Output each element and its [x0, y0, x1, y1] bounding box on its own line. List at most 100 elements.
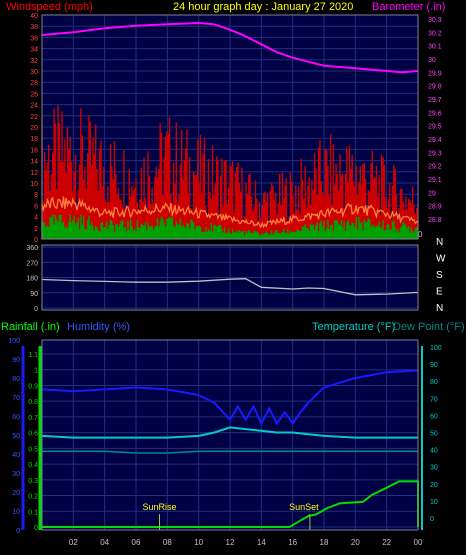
- dewpoint-axis-title: Dew Point (°F): [393, 321, 465, 333]
- windspeed-tick-label: 0: [34, 237, 38, 244]
- windspeed-tick-label: 34: [30, 47, 38, 54]
- x-tick-label-bottom: 14: [257, 538, 266, 547]
- humidity-axis-title: Humidity (%): [67, 321, 130, 333]
- x-tick-label-bottom: 08: [163, 538, 172, 547]
- barometer-tick-label: 28.8: [428, 217, 442, 224]
- grid-lines: [42, 14, 419, 530]
- direction-tick-label: 270: [26, 260, 38, 267]
- compass-label: N: [436, 237, 443, 248]
- barometer-tick-label: 29: [428, 190, 436, 197]
- barometer-tick-label: 29.1: [428, 177, 442, 184]
- windspeed-tick-label: 28: [30, 80, 38, 87]
- humidity-tick-label: 70: [12, 395, 20, 402]
- rainfall-tick-label: 0.8: [28, 399, 38, 406]
- temperature-axis-title: Temperature (°F): [312, 321, 395, 333]
- compass-label: W: [436, 254, 446, 265]
- temperature-tick-label: 80: [430, 379, 438, 386]
- x-tick-label-bottom: 10: [194, 538, 203, 547]
- humidity-series: [41, 369, 419, 426]
- windspeed-axis-title: Windspeed (mph): [6, 1, 93, 13]
- x-tick-label-bottom: 04: [100, 538, 109, 547]
- x-tick-label-bottom: 06: [132, 538, 141, 547]
- windspeed-tick-label: 6: [34, 203, 38, 210]
- windspeed-tick-label: 24: [30, 103, 38, 110]
- rainfall-tick-label: 0.5: [28, 446, 38, 453]
- barometer-series: [41, 21, 419, 74]
- windspeed-tick-label: 16: [30, 147, 38, 154]
- sunset-label: SunSet: [289, 502, 319, 512]
- x-tick-label-bottom: 02: [69, 538, 78, 547]
- barometer-tick-label: 30: [428, 57, 436, 64]
- x-tick-label-bottom: 22: [382, 538, 391, 547]
- rainfall-tick-label: 1.1: [28, 352, 38, 359]
- temperature-series: [41, 426, 418, 439]
- humidity-tick-label: 50: [12, 433, 20, 440]
- barometer-tick-label: 29.4: [428, 137, 442, 144]
- direction-tick-label: 180: [26, 276, 38, 283]
- windspeed-tick-label: 26: [30, 91, 38, 98]
- x-tick-label-bottom: 12: [226, 538, 235, 547]
- barometer-tick-label: 29.2: [428, 164, 442, 171]
- rainfall-axis-title: Rainfall (.in): [1, 321, 60, 333]
- chart-series: SunRise SunSet: [41, 21, 419, 530]
- rainfall-tick-label: 0.9: [28, 383, 38, 390]
- windspeed-tick-label: 40: [30, 13, 38, 20]
- temperature-tick-label: 10: [430, 499, 438, 506]
- barometer-tick-label: 30.1: [428, 44, 442, 51]
- humidity-tick-label: 30: [12, 471, 20, 478]
- x-tick-label-bottom: 18: [320, 538, 329, 547]
- humidity-tick-label: 0: [16, 528, 20, 535]
- humidity-tick-label: 80: [12, 376, 20, 383]
- windspeed-tick-label: 20: [30, 125, 38, 132]
- rainfall-tick-label: 1: [34, 368, 38, 375]
- wind-panel-border: [41, 14, 419, 240]
- windspeed-tick-label: 36: [30, 35, 38, 42]
- temperature-tick-label: 30: [430, 465, 438, 472]
- rainfall-series: [42, 480, 419, 528]
- windspeed-avg-series: [41, 196, 419, 229]
- dewpoint-series: [42, 450, 418, 454]
- humidity-tick-label: 100: [8, 338, 20, 345]
- barometer-tick-label: 29.9: [428, 70, 442, 77]
- humidity-panel-border: [41, 339, 419, 531]
- temperature-tick-label: 100: [430, 345, 442, 352]
- rainfall-tick-label: 0.7: [28, 415, 38, 422]
- windspeed-tick-label: 8: [34, 192, 38, 199]
- windspeed-tick-label: 38: [30, 24, 38, 31]
- direction-panel-border: [41, 244, 419, 311]
- temperature-tick-label: 0: [430, 516, 434, 523]
- compass-label: S: [436, 270, 443, 281]
- temperature-tick-label: 60: [430, 413, 438, 420]
- barometer-tick-label: 29.8: [428, 84, 442, 91]
- windspeed-tick-label: 22: [30, 114, 38, 121]
- windspeed-tick-label: 4: [34, 215, 38, 222]
- rainfall-tick-label: 0.1: [28, 509, 38, 516]
- temperature-tick-label: 90: [430, 362, 438, 369]
- rainfall-tick-label: 0.3: [28, 478, 38, 485]
- compass-label: N: [436, 303, 443, 314]
- humidity-tick-label: 10: [12, 509, 20, 516]
- rainfall-tick-label: 0.6: [28, 431, 38, 438]
- windspeed-tick-label: 12: [30, 170, 38, 177]
- humidity-tick-label: 60: [12, 414, 20, 421]
- rainfall-tick-label: 0.2: [28, 494, 38, 501]
- direction-tick-label: 360: [26, 245, 38, 252]
- barometer-tick-label: 29.3: [428, 150, 442, 157]
- humidity-tick-label: 20: [12, 490, 20, 497]
- barometer-tick-label: 30.3: [428, 17, 442, 24]
- windspeed-tick-label: 2: [34, 226, 38, 233]
- barometer-tick-label: 29.7: [428, 97, 442, 104]
- compass-label: E: [436, 287, 443, 298]
- windspeed-tick-label: 32: [30, 58, 38, 65]
- x-tick-label-bottom: 20: [351, 538, 360, 547]
- temperature-tick-label: 70: [430, 396, 438, 403]
- windspeed-tick-label: 14: [30, 159, 38, 166]
- barometer-tick-label: 29.6: [428, 110, 442, 117]
- rainfall-tick-label: 0: [34, 525, 38, 532]
- temperature-tick-label: 40: [430, 448, 438, 455]
- temperature-tick-label: 20: [430, 482, 438, 489]
- x-tick-label-bottom: 16: [288, 538, 297, 547]
- barometer-tick-label: 30.2: [428, 30, 442, 37]
- windspeed-tick-label: 18: [30, 136, 38, 143]
